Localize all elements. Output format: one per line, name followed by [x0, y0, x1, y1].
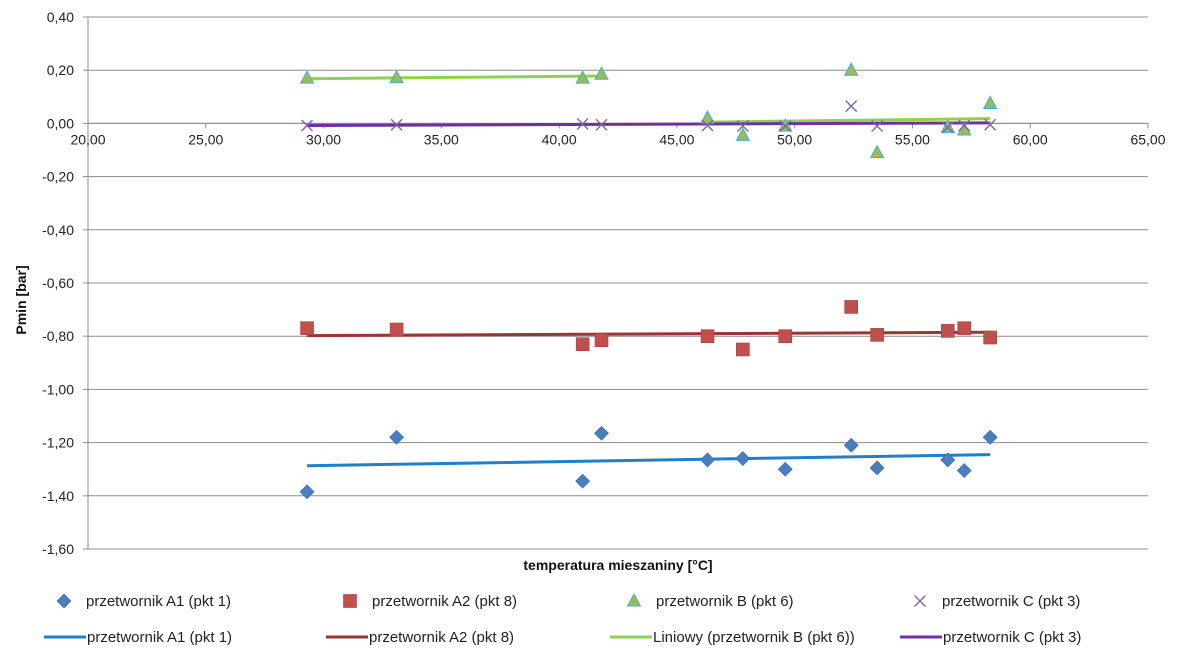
y-tick-label: -1,60 — [42, 541, 74, 557]
trendline-layer — [307, 74, 991, 468]
trendline — [307, 453, 991, 468]
x-tick-label: 60,00 — [1013, 131, 1048, 147]
data-point-square — [778, 329, 793, 344]
data-point-x — [845, 100, 858, 113]
data-point-square — [957, 321, 972, 336]
data-point-square — [870, 328, 884, 342]
grid-layer — [88, 16, 1148, 550]
x-tick-label: 65,00 — [1130, 131, 1165, 147]
data-point-diamond — [389, 429, 405, 445]
data-point-x — [701, 119, 714, 132]
data-point-triangle — [735, 127, 751, 141]
legend-label: przetwornik B (pkt 6) — [656, 593, 794, 610]
y-tick-label: -1,00 — [42, 381, 74, 397]
y-axis-title: Pmin [bar] — [13, 265, 29, 334]
legend-marker-square — [343, 594, 357, 608]
x-tick-label: 20,00 — [70, 131, 105, 147]
trendline — [307, 330, 991, 338]
x-axis-title: temperatura mieszaniny [°C] — [523, 557, 712, 573]
x-tick-label: 40,00 — [542, 131, 577, 147]
data-point-diamond — [777, 461, 793, 477]
data-point-x — [576, 117, 589, 130]
y-tick-label: 0,00 — [47, 115, 74, 131]
data-point-triangle — [869, 144, 885, 159]
data-point-x — [941, 121, 954, 134]
data-point-triangle — [594, 66, 609, 80]
data-point-triangle — [389, 69, 404, 84]
y-tick-label: 0,20 — [47, 62, 74, 78]
axis-layer: 0,40 0,20 0,00 -0,20 -0,40 -0,60 -0,80 -1,00 -1,… — [42, 9, 1166, 557]
data-point-diamond — [575, 473, 591, 489]
data-point-square — [300, 321, 314, 336]
data-point-x — [984, 118, 997, 131]
y-tick-label: -1,20 — [42, 435, 74, 451]
x-tick-label: 25,00 — [188, 131, 223, 147]
data-point-square — [389, 322, 404, 337]
legend-marker-triangle — [626, 592, 642, 607]
trendline — [307, 74, 602, 81]
data-point-x — [301, 119, 314, 132]
data-point-square — [940, 324, 955, 338]
trendline — [707, 117, 991, 124]
y-tick-label: -0,80 — [42, 328, 74, 344]
y-tick-label: -0,60 — [42, 275, 74, 291]
legend-label: przetwornik A2 (pkt 8) — [372, 593, 517, 610]
data-point-diamond — [843, 437, 859, 453]
legend-label: Liniowy (przetwornik B (pkt 6)) — [653, 629, 855, 646]
data-point-square — [983, 330, 997, 345]
y-tick-label: -0,20 — [42, 169, 74, 185]
legend-label: przetwornik A2 (pkt 8) — [369, 629, 514, 646]
data-point-triangle — [982, 95, 998, 109]
data-point-triangle — [700, 110, 715, 124]
data-point-square — [736, 342, 750, 357]
legend-label: przetwornik C (pkt 3) — [943, 629, 1081, 646]
data-point-triangle — [843, 62, 859, 76]
data-point-diamond — [982, 429, 998, 445]
x-tick-label: 55,00 — [895, 131, 930, 147]
data-point-x — [595, 118, 608, 131]
legend-marker-x — [914, 595, 926, 607]
data-point-square — [844, 300, 859, 314]
data-point-triangle — [940, 119, 956, 133]
y-tick-label: 0,40 — [47, 9, 74, 25]
legend-label: przetwornik A1 (pkt 1) — [86, 593, 231, 610]
data-point-square — [575, 337, 590, 351]
data-point-x — [736, 120, 749, 133]
x-tick-label: 35,00 — [424, 131, 459, 147]
data-point-x — [390, 118, 403, 131]
x-tick-label: 50,00 — [777, 131, 812, 147]
legend-marker-diamond — [56, 593, 72, 609]
legend-label: przetwornik A1 (pkt 1) — [87, 629, 232, 646]
data-point-x — [958, 119, 971, 132]
y-tick-label: -1,40 — [42, 488, 74, 504]
data-point-diamond — [869, 460, 885, 476]
data-point-diamond — [299, 484, 315, 500]
legend-label: przetwornik C (pkt 3) — [942, 593, 1080, 610]
data-point-x — [779, 120, 792, 133]
marker-layer — [299, 62, 998, 500]
data-point-diamond — [735, 451, 751, 466]
data-point-diamond — [594, 425, 609, 441]
data-point-diamond — [940, 452, 956, 468]
data-point-square — [594, 333, 609, 347]
data-point-triangle — [777, 118, 793, 132]
data-point-triangle — [575, 70, 591, 84]
legend: przetwornik A1 (pkt 1) przetwornik A2 (pk… — [44, 592, 1081, 646]
data-point-square — [700, 329, 715, 344]
y-tick-label: -0,40 — [42, 222, 74, 238]
data-point-triangle — [299, 70, 315, 84]
data-point-diamond — [700, 452, 715, 468]
x-tick-label: 30,00 — [306, 131, 341, 147]
x-tick-label: 45,00 — [659, 131, 694, 147]
trendline — [307, 121, 991, 128]
data-point-diamond — [956, 463, 972, 478]
data-point-x — [871, 120, 884, 133]
